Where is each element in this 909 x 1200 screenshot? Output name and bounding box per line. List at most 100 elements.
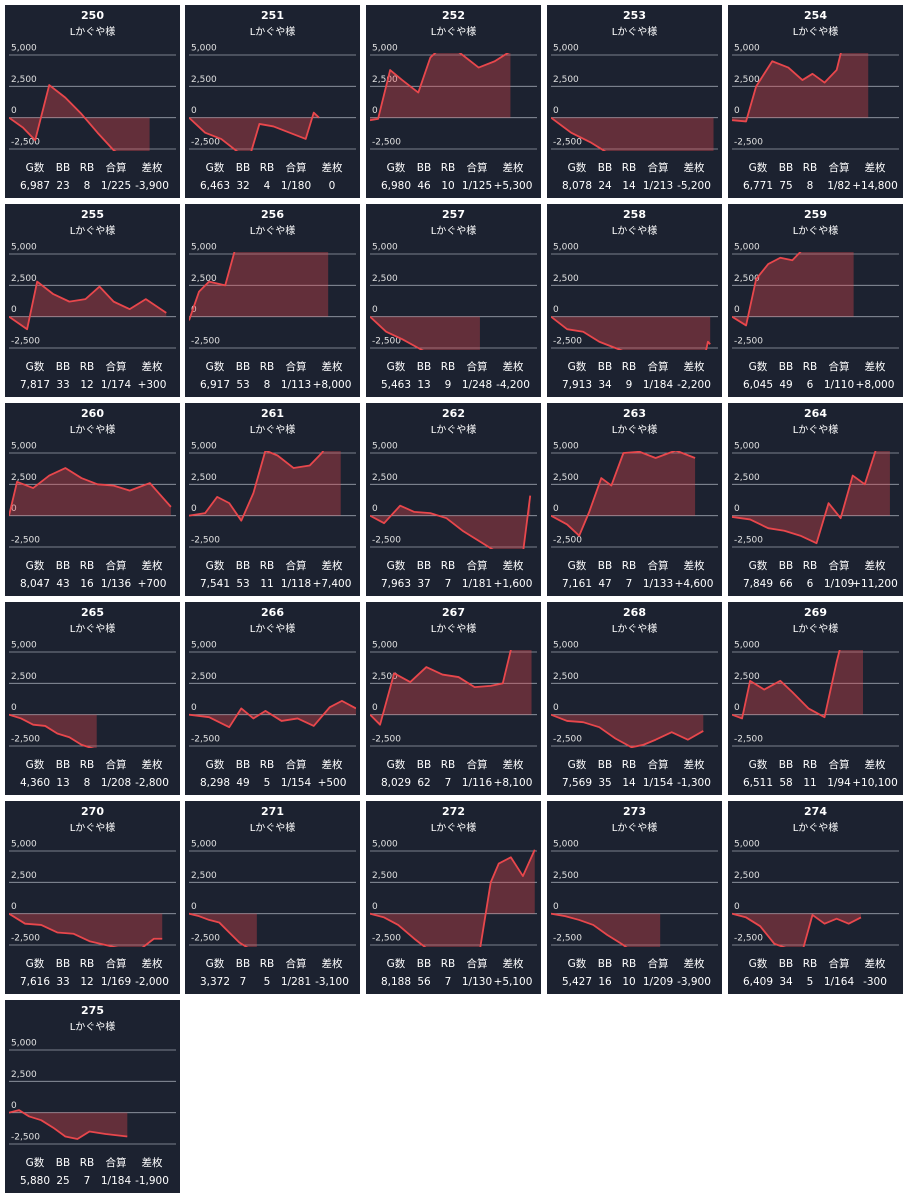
y-tick-label: 5,000	[553, 840, 579, 850]
stat-value: 9	[445, 379, 452, 391]
card-title: 260	[81, 407, 104, 420]
stat-value: 7	[445, 976, 452, 988]
card-subtitle: Lかぐや様	[250, 622, 296, 635]
stat-value: -3,900	[135, 180, 169, 192]
stat-value: 16	[598, 976, 612, 988]
stat-value: 1/184	[643, 379, 674, 391]
stat-header: RB	[441, 560, 456, 572]
stat-header: 合算	[648, 758, 669, 771]
card-title: 258	[623, 208, 646, 221]
stat-value: 33	[56, 379, 69, 391]
stat-value: 1/110	[824, 379, 854, 391]
stat-value: +500	[318, 777, 347, 789]
y-tick-label: 0	[553, 305, 559, 315]
y-tick-label: 2,500	[372, 274, 398, 284]
stat-value: 1/169	[101, 976, 131, 988]
line	[9, 280, 167, 331]
stat-header: G数	[206, 957, 225, 970]
stat-header: RB	[803, 361, 818, 373]
area	[370, 849, 535, 947]
card-subtitle: Lかぐや様	[612, 622, 658, 635]
stat-value: 33	[56, 976, 69, 988]
y-tick-label: 2,500	[734, 75, 760, 85]
stat-header: 差枚	[865, 161, 886, 174]
stat-header: RB	[622, 958, 637, 970]
stat-header: 合算	[286, 360, 307, 373]
y-tick-label: 2,500	[734, 871, 760, 881]
y-tick-label: 5,000	[11, 44, 37, 54]
card-subtitle: Lかぐや様	[431, 821, 477, 834]
stat-value: 5	[264, 976, 271, 988]
y-tick-label: 2,500	[11, 1070, 37, 1080]
card-subtitle: Lかぐや様	[431, 423, 477, 436]
stat-header: 差枚	[142, 1156, 163, 1169]
y-tick-label: -2,500	[11, 735, 40, 745]
line	[370, 849, 536, 947]
card-background	[366, 602, 541, 795]
card-subtitle: Lかぐや様	[793, 622, 839, 635]
card-background	[366, 403, 541, 596]
stat-header: G数	[568, 758, 587, 771]
stat-header: G数	[26, 1156, 45, 1169]
y-tick-label: 5,000	[11, 243, 37, 253]
card-background	[5, 5, 180, 198]
y-tick-label: 2,500	[553, 871, 579, 881]
card: 265 Lかぐや様 5,000 2,500 0 -2,500 G数 BB RB 合算 差枚 4,360…	[5, 602, 180, 795]
card-subtitle: Lかぐや様	[793, 25, 839, 38]
stat-header: G数	[26, 161, 45, 174]
line	[551, 912, 628, 947]
y-tick-label: 5,000	[191, 442, 217, 452]
stat-value: 6	[807, 379, 814, 391]
area	[189, 913, 257, 947]
stat-header: 差枚	[865, 957, 886, 970]
stat-value: 34	[779, 976, 793, 988]
y-tick-label: 0	[11, 902, 17, 912]
card-subtitle: Lかぐや様	[612, 224, 658, 237]
stat-header: 合算	[829, 758, 850, 771]
y-tick-label: 2,500	[191, 473, 217, 483]
card-subtitle: Lかぐや様	[70, 1020, 116, 1033]
y-tick-label: 2,500	[11, 75, 37, 85]
stat-header: RB	[260, 162, 275, 174]
stat-header: RB	[622, 560, 637, 572]
stat-header: 合算	[648, 957, 669, 970]
line	[732, 451, 877, 545]
stat-header: BB	[56, 759, 70, 771]
stat-header: 差枚	[142, 758, 163, 771]
stat-value: 25	[56, 1175, 69, 1187]
stat-header: RB	[80, 958, 95, 970]
y-tick-label: 0	[372, 504, 378, 514]
line	[732, 912, 862, 947]
stat-header: 合算	[286, 161, 307, 174]
stat-value: +7,400	[313, 578, 352, 590]
stat-header: RB	[803, 162, 818, 174]
stat-header: RB	[80, 759, 95, 771]
stat-header: G数	[206, 360, 225, 373]
stat-value: 7,849	[743, 578, 773, 590]
card-title: 262	[442, 407, 465, 420]
stat-header: 合算	[106, 758, 127, 771]
y-tick-label: -2,500	[734, 337, 763, 347]
y-tick-label: 0	[372, 305, 378, 315]
stat-header: 合算	[648, 559, 669, 572]
stat-header: RB	[803, 560, 818, 572]
stat-value: 6,771	[743, 180, 773, 192]
line	[189, 699, 356, 729]
stat-header: 差枚	[684, 360, 705, 373]
card-background	[728, 602, 903, 795]
y-tick-label: 0	[553, 504, 559, 514]
stat-header: 差枚	[322, 758, 343, 771]
stat-header: G数	[206, 758, 225, 771]
card-background	[547, 602, 722, 795]
line	[551, 713, 704, 748]
y-tick-label: 2,500	[372, 871, 398, 881]
card-title: 274	[804, 805, 827, 818]
stat-value: 1/125	[462, 180, 492, 192]
stat-header: BB	[236, 162, 250, 174]
stat-header: G数	[26, 957, 45, 970]
stat-value: 13	[417, 379, 430, 391]
y-tick-label: -2,500	[553, 735, 582, 745]
y-tick-label: -2,500	[372, 735, 401, 745]
stat-value: 1/281	[281, 976, 311, 988]
stat-value: +4,600	[675, 578, 714, 590]
